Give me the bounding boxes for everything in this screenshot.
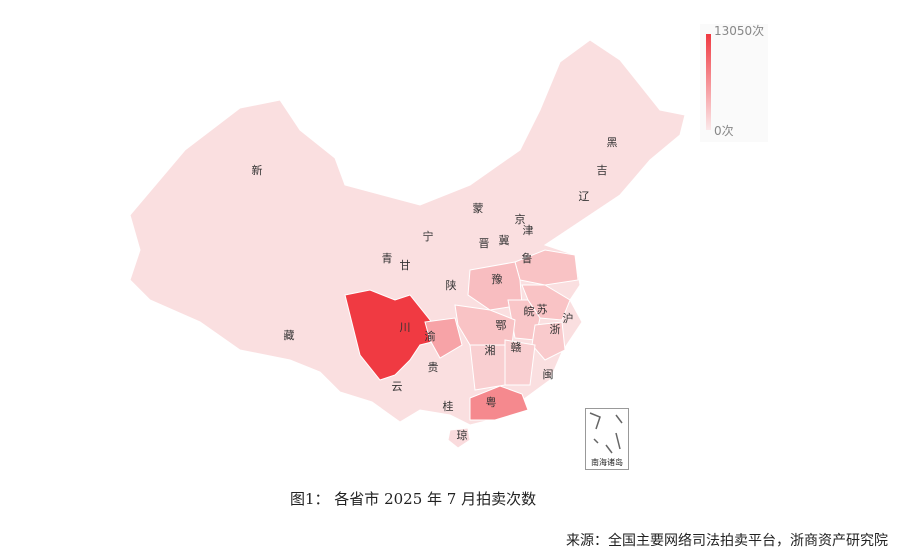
province-label: 苏 [536,303,548,316]
province-label: 津 [522,224,534,237]
province-label: 豫 [491,273,503,286]
province-label: 甘 [399,259,411,272]
inset-islands [589,412,623,454]
province-label: 宁 [422,230,434,243]
province-label: 冀 [498,234,510,247]
china-map [129,39,686,449]
province-label: 京 [514,213,526,226]
province-label: 赣 [510,341,522,354]
province-label: 皖 [523,305,535,318]
province-label: 琼 [456,429,468,442]
province-label: 陕 [445,279,457,292]
province-label: 湘 [484,344,496,357]
province-label: 吉 [596,164,608,177]
province-label: 渝 [424,330,436,343]
province-label: 贵 [427,361,439,374]
province-label: 青 [381,252,393,265]
province-label: 黑 [606,136,618,149]
figure-caption: 图1： 各省市 2025 年 7 月拍卖次数 [290,490,537,508]
country-outline[interactable] [129,39,686,426]
region-赣[interactable] [504,339,536,386]
province-label: 鄂 [495,319,507,332]
province-label: 云 [391,380,403,393]
province-label: 粤 [485,396,497,409]
province-label: 晋 [478,237,490,250]
legend [700,24,768,142]
province-label: 鲁 [521,252,533,265]
province-label: 蒙 [472,202,484,215]
inset-label: 南海诸岛 [591,458,623,467]
province-label: 新 [251,164,263,177]
source-note: 来源：全国主要网络司法拍卖平台，浙商资产研究院 [566,533,888,549]
province-label: 沪 [562,312,574,325]
province-label: 闽 [542,368,554,381]
province-label: 川 [399,321,411,334]
province-label: 辽 [578,190,590,203]
legend-gradient-bar[interactable] [706,34,711,130]
south-china-sea-inset: 南海诸岛 [585,408,629,470]
legend-min-label: 0次 [714,124,734,138]
region-川[interactable] [344,289,441,381]
province-label: 藏 [283,329,295,342]
province-label: 桂 [442,400,454,413]
region-浙[interactable] [531,321,566,361]
region-渝[interactable] [424,317,463,359]
region-琼[interactable] [447,427,471,449]
province-label: 浙 [549,323,561,336]
legend-max-label: 13050次 [714,24,765,38]
